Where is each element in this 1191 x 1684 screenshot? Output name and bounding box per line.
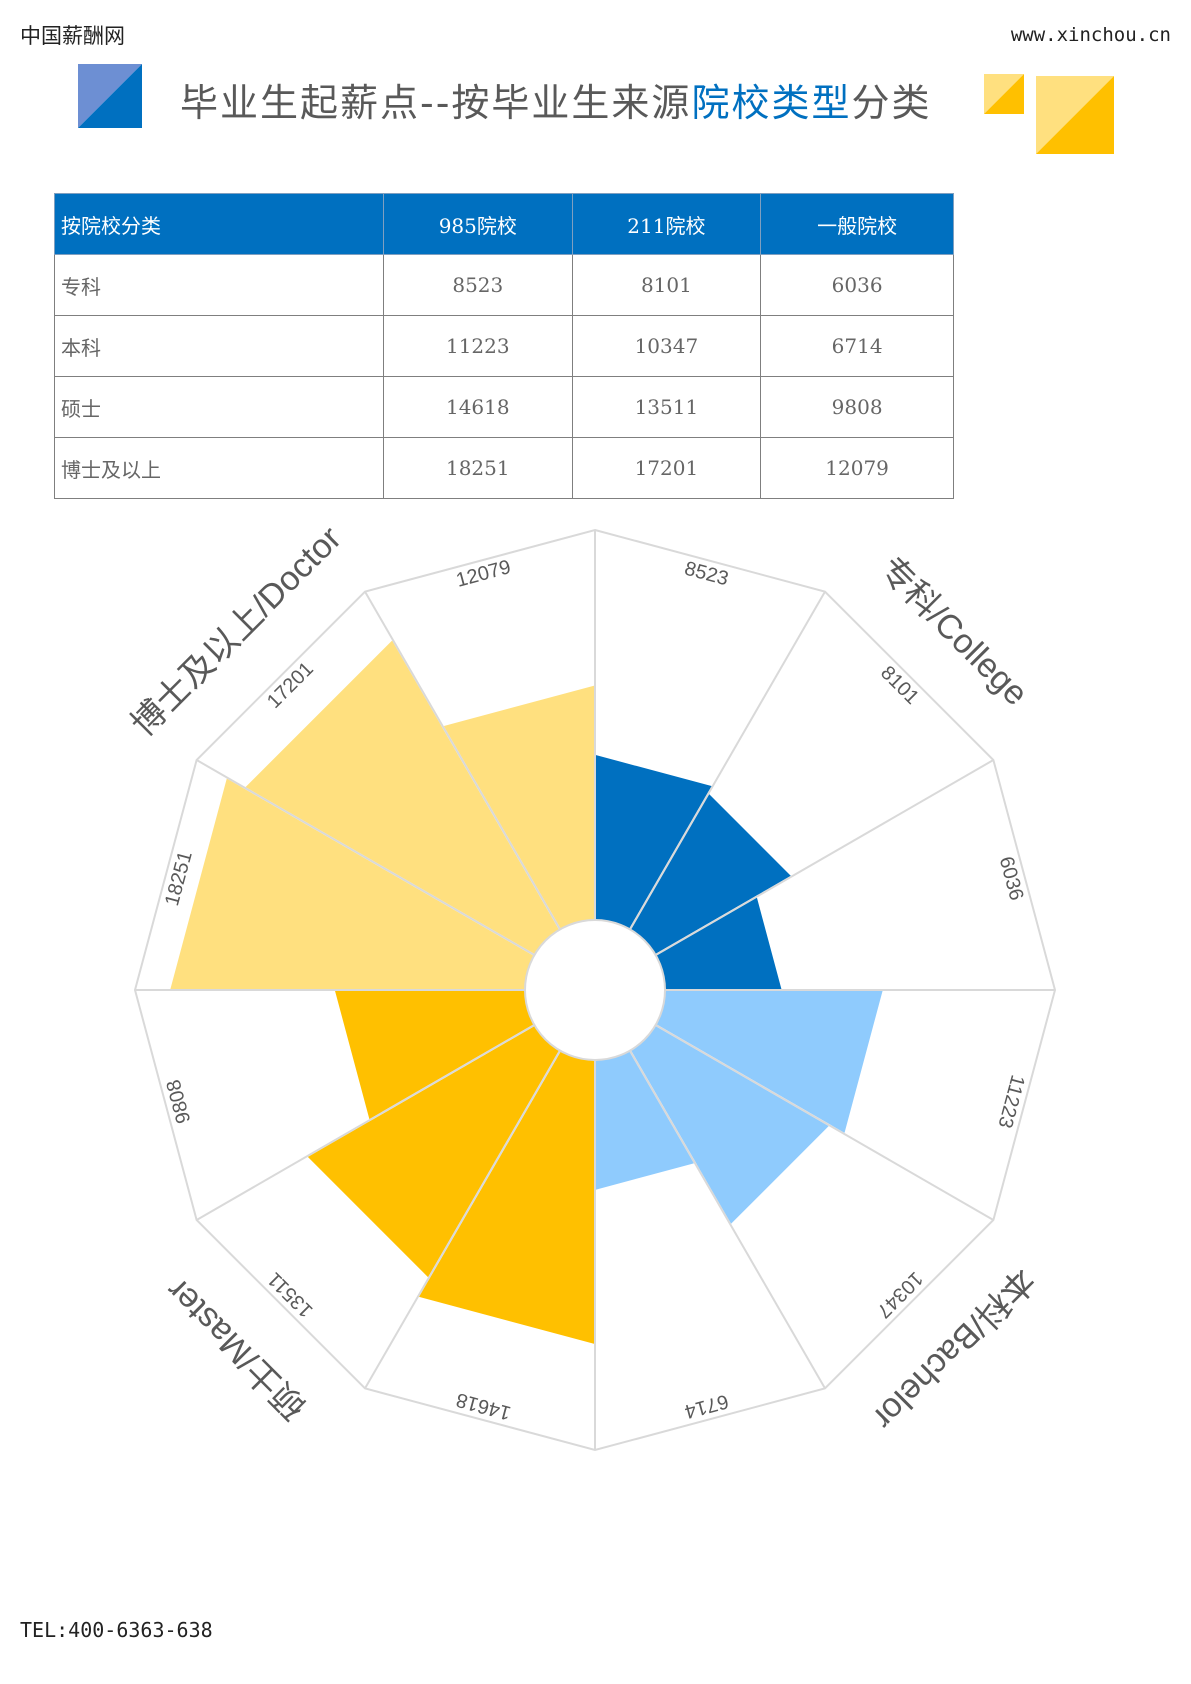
table-cell: 12079: [760, 437, 954, 499]
decor-blue-square-icon: [78, 64, 142, 128]
table-cell: 18251: [383, 437, 573, 499]
polar-bar-chart: 8523810160361122310347671414618135119808…: [124, 519, 1057, 1452]
spoke: [196, 1024, 535, 1221]
row-label: 专科: [54, 254, 384, 316]
site-url[interactable]: www.xinchou.cn: [1010, 24, 1171, 46]
spoke: [629, 1050, 826, 1389]
table-cell: 8523: [383, 254, 573, 316]
title-highlight: 院校类型: [691, 81, 852, 125]
decor-gold-large-square-icon: [1036, 76, 1114, 154]
inner-circle: [524, 919, 666, 1061]
table-cell: 14618: [383, 376, 573, 438]
value-label-2-2: 9808: [163, 1077, 196, 1126]
value-label-1-0: 11223: [993, 1072, 1028, 1130]
col-header-category: 按院校分类: [54, 193, 384, 255]
page-title: 毕业生起薪点--按毕业生来源院校类型分类: [180, 72, 931, 127]
table-cell: 11223: [383, 315, 573, 377]
spoke: [364, 1050, 561, 1389]
table-cell: 9808: [760, 376, 954, 438]
table-row: 博士及以上 18251 17201 12079: [54, 437, 954, 499]
row-label: 博士及以上: [54, 437, 384, 499]
value-label-0-2: 6036: [995, 854, 1028, 903]
salary-table: 按院校分类 985院校 211院校 一般院校 专科 8523 8101 6036…: [54, 193, 954, 499]
value-label-2-0: 14618: [454, 1388, 513, 1424]
footer-tel: TEL:400-6363-638: [20, 1618, 213, 1642]
col-header-985: 985院校: [383, 193, 573, 255]
spoke: [364, 591, 561, 930]
site-name: 中国薪酬网: [20, 24, 125, 48]
group-label-3: 博士及以上/Doctor: [124, 519, 349, 744]
row-label: 本科: [54, 315, 384, 377]
value-label-0-0: 8523: [682, 558, 731, 591]
title-part1: 毕业生起薪点--按毕业生来源: [180, 81, 692, 125]
spoke: [655, 759, 994, 956]
table-cell: 6036: [760, 254, 954, 316]
value-label-0-1: 8101: [876, 662, 923, 709]
spoke: [629, 591, 826, 930]
table-cell: 6714: [760, 315, 954, 377]
spoke: [196, 759, 535, 956]
group-label-1: 本科/Bachelor: [865, 1260, 1042, 1437]
decor-gold-small-square-icon: [984, 74, 1024, 114]
value-label-1-2: 6714: [682, 1390, 731, 1423]
title-part2: 分类: [851, 81, 932, 125]
table-header-row: 按院校分类 985院校 211院校 一般院校: [54, 193, 954, 255]
spoke: [655, 1024, 994, 1221]
table-cell: 17201: [571, 437, 762, 499]
table-cell: 13511: [571, 376, 762, 438]
col-header-211: 211院校: [571, 193, 762, 255]
table-row: 专科 8523 8101 6036: [54, 254, 954, 316]
table-row: 本科 11223 10347 6714: [54, 315, 954, 377]
table-cell: 8101: [571, 254, 762, 316]
col-header-general: 一般院校: [760, 193, 954, 255]
value-label-3-2: 12079: [454, 556, 513, 592]
value-label-3-0: 18251: [161, 849, 197, 908]
table-row: 硕士 14618 13511 9808: [54, 376, 954, 438]
row-label: 硕士: [54, 376, 384, 438]
table-cell: 10347: [571, 315, 762, 377]
